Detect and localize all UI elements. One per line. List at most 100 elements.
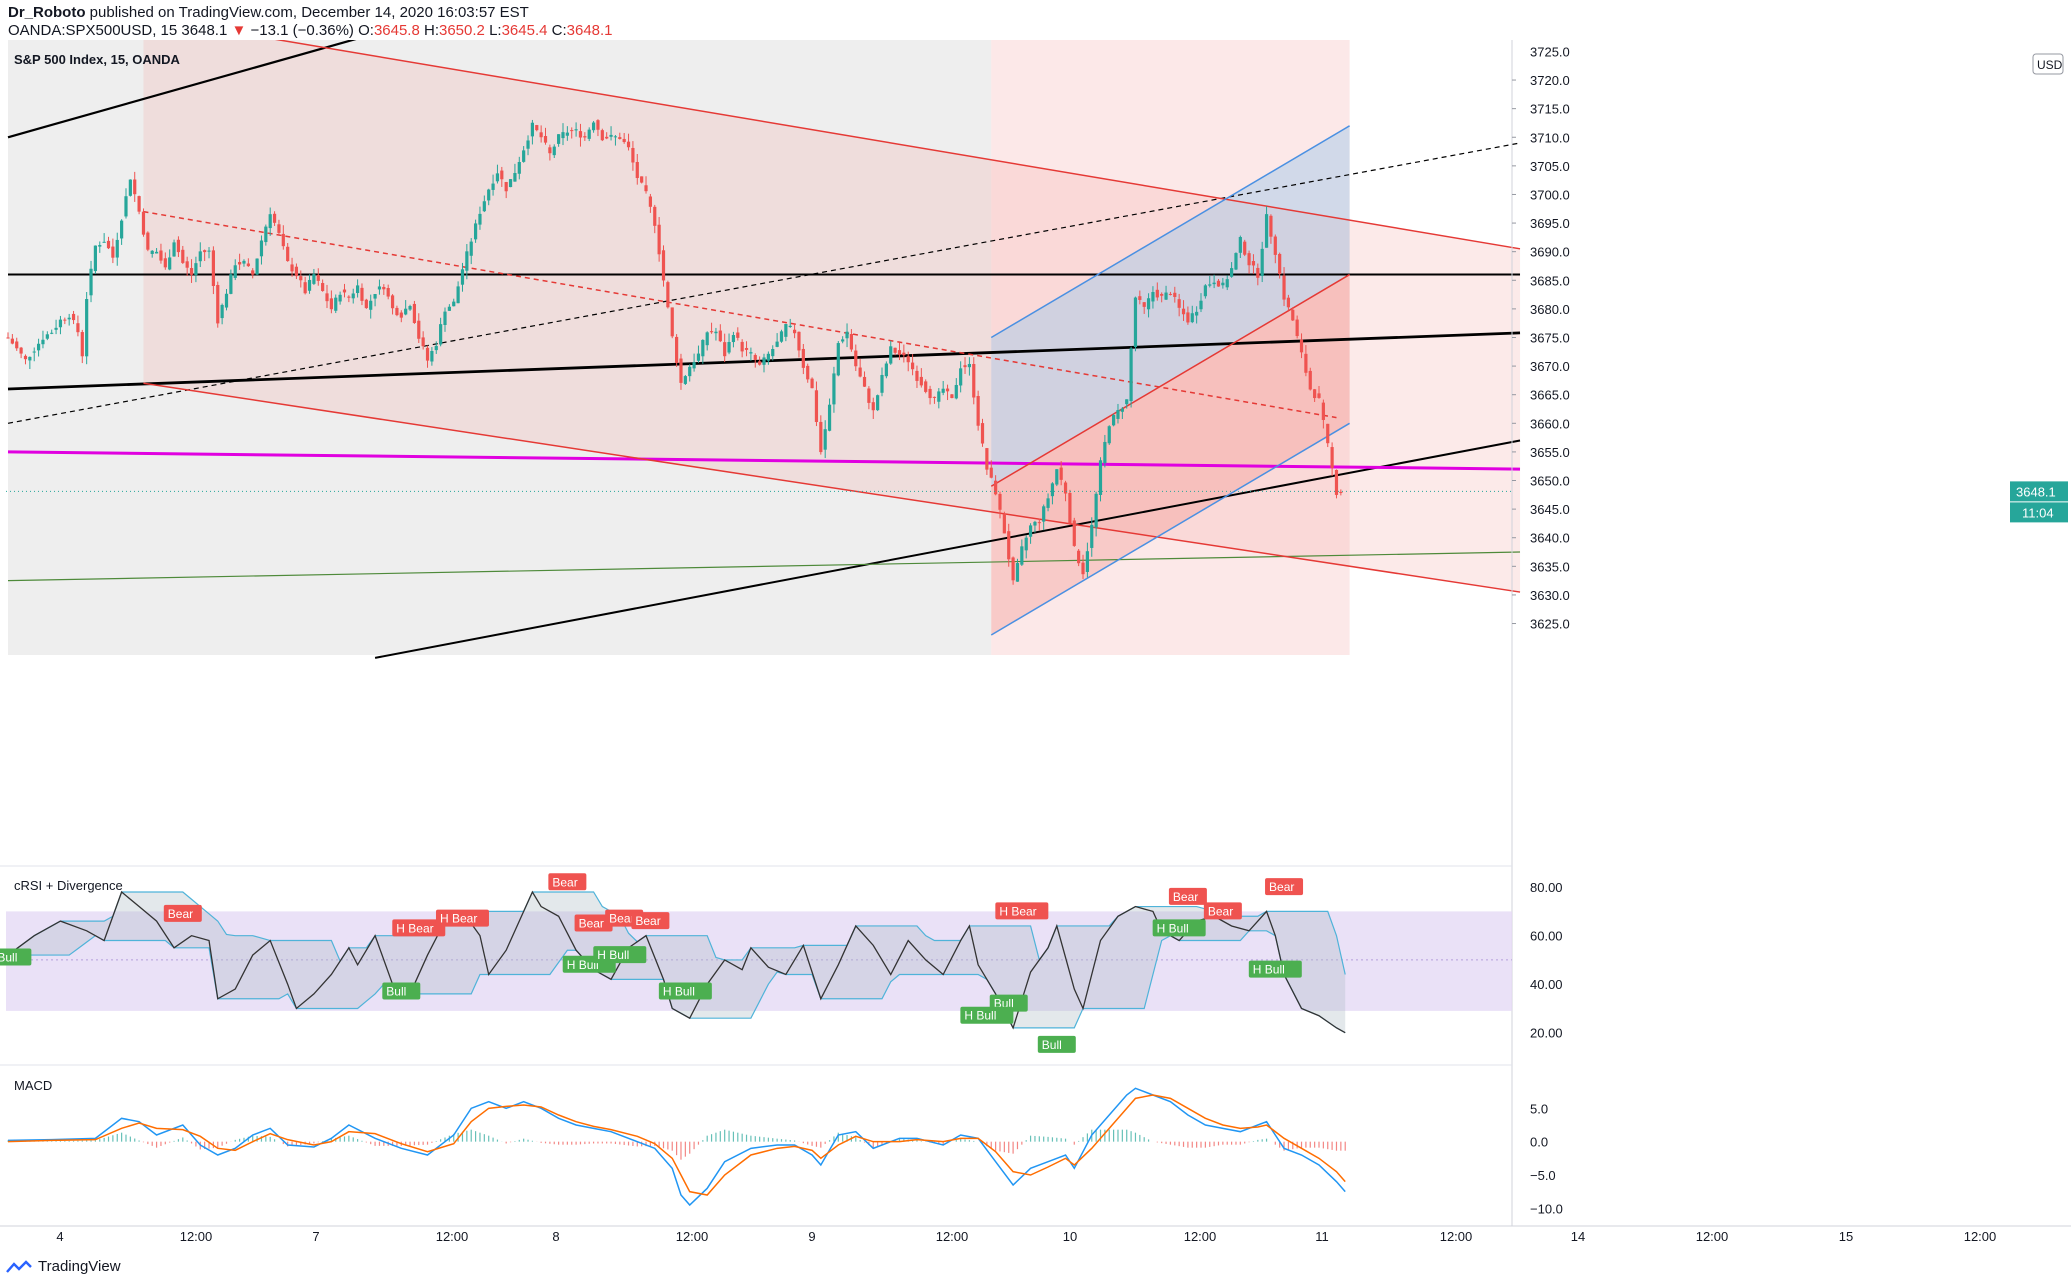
candle-body bbox=[1260, 248, 1264, 276]
zone-0 bbox=[8, 40, 992, 655]
candle-body bbox=[452, 301, 456, 307]
brand-label[interactable]: TradingView bbox=[38, 1258, 121, 1275]
candle-body bbox=[473, 223, 478, 240]
publish-line: Dr_Roboto published on TradingView.com, … bbox=[8, 4, 529, 21]
candle-body bbox=[76, 323, 80, 333]
crsi-line bbox=[7, 890, 1346, 1034]
candle-body bbox=[845, 331, 849, 339]
author-name[interactable]: Dr_Roboto bbox=[8, 4, 86, 21]
candle-body bbox=[1286, 297, 1291, 308]
candle-body bbox=[1160, 293, 1164, 296]
candle-body bbox=[36, 343, 41, 351]
tradingview-logo-icon bbox=[6, 1259, 32, 1273]
candle-body bbox=[1225, 279, 1229, 288]
price-tick-label: 3680.0 bbox=[1530, 302, 1570, 317]
trend-line-5 bbox=[7, 450, 1521, 471]
candle-body bbox=[924, 381, 928, 392]
candle-body bbox=[736, 332, 740, 338]
candle-body bbox=[246, 263, 250, 267]
candle-body bbox=[631, 147, 635, 163]
candle-body bbox=[373, 294, 377, 299]
candle-body bbox=[50, 332, 54, 334]
candle-body bbox=[775, 341, 779, 347]
candle-body bbox=[172, 242, 176, 257]
candle-body bbox=[189, 268, 194, 275]
candle-body bbox=[806, 365, 810, 380]
candle-body bbox=[1090, 524, 1094, 548]
candle-body bbox=[657, 224, 661, 255]
candle-body bbox=[417, 320, 421, 339]
price-tick-label: 3705.0 bbox=[1530, 159, 1570, 174]
candle-body bbox=[670, 307, 674, 337]
price-tick-label: 3665.0 bbox=[1530, 388, 1570, 403]
candle-body bbox=[1256, 267, 1260, 278]
change-arrow-icon: ▼ bbox=[231, 22, 247, 39]
candle-body bbox=[1330, 447, 1334, 468]
price-tick-label: 3710.0 bbox=[1530, 130, 1570, 145]
macd-axis-label: −5.0 bbox=[1530, 1168, 1556, 1183]
candle-body bbox=[1046, 498, 1050, 508]
divergence-bull-badge bbox=[1152, 919, 1206, 937]
candle-body bbox=[1072, 520, 1076, 546]
candle-body bbox=[1129, 348, 1133, 402]
channel-line-3 bbox=[990, 125, 1350, 339]
candle-body bbox=[478, 213, 482, 225]
crsi-axis-label: 60.00 bbox=[1530, 929, 1563, 944]
candle-body bbox=[1199, 300, 1203, 310]
divergence-bull-label: H Bull bbox=[1253, 963, 1285, 977]
candle-body bbox=[893, 347, 897, 353]
candle-body bbox=[281, 233, 285, 247]
divergence-bear-label: H Bear bbox=[440, 912, 477, 926]
price-tick-label: 3640.0 bbox=[1530, 531, 1570, 546]
candle-body bbox=[482, 201, 486, 212]
candle-body bbox=[1221, 282, 1225, 286]
divergence-bear-label: Bear bbox=[1173, 890, 1198, 904]
candle-body bbox=[137, 196, 141, 212]
candle-body bbox=[565, 132, 569, 136]
candle-body bbox=[635, 161, 639, 179]
candle-body bbox=[1151, 292, 1155, 302]
candle-body bbox=[906, 356, 910, 363]
candle-body bbox=[653, 206, 657, 226]
candle-body bbox=[766, 353, 770, 361]
candle-body bbox=[819, 421, 823, 453]
macd-axis-label: 5.0 bbox=[1530, 1101, 1548, 1116]
crsi-title: cRSI + Divergence bbox=[14, 878, 123, 893]
candle-body bbox=[159, 250, 163, 261]
candles bbox=[6, 119, 1343, 585]
candle-body bbox=[832, 373, 836, 405]
candle-body bbox=[115, 239, 119, 258]
divergence-bull-badge bbox=[658, 982, 712, 1000]
candle-body bbox=[522, 150, 526, 162]
candle-body bbox=[1304, 353, 1308, 373]
candle-body bbox=[692, 362, 696, 369]
time-tick-label: 7 bbox=[312, 1229, 319, 1244]
candle-body bbox=[58, 319, 63, 328]
divergence-bull-badge bbox=[593, 946, 647, 964]
chart-canvas[interactable]: S&P 500 Index, 15, OANDA 3720.0 3715.0 3710… bbox=[0, 40, 2071, 1254]
candle-body bbox=[395, 307, 399, 316]
candle-body bbox=[41, 339, 45, 345]
divergence-bear-label: Bear bbox=[168, 907, 193, 921]
candle-body bbox=[989, 467, 993, 478]
candle-body bbox=[618, 137, 622, 139]
price-tick-label: 3695.0 bbox=[1530, 216, 1570, 231]
candle-body bbox=[972, 363, 976, 398]
candle-body bbox=[749, 352, 753, 354]
candle-body bbox=[447, 306, 451, 311]
candle-body bbox=[827, 404, 832, 431]
candle-body bbox=[788, 325, 792, 327]
candle-body bbox=[959, 368, 963, 386]
divergence-bull-label: H Bull bbox=[567, 958, 599, 972]
candle-body bbox=[1243, 241, 1247, 255]
candle-body bbox=[89, 268, 93, 296]
candle-body bbox=[605, 136, 609, 139]
candle-body bbox=[1334, 469, 1339, 495]
candle-body bbox=[185, 261, 189, 268]
candle-body bbox=[1007, 531, 1011, 560]
channel-line-5 bbox=[990, 273, 1350, 487]
candle-body bbox=[356, 285, 360, 294]
candle-body bbox=[360, 287, 364, 301]
candle-body bbox=[723, 342, 727, 357]
candle-body bbox=[168, 257, 172, 270]
